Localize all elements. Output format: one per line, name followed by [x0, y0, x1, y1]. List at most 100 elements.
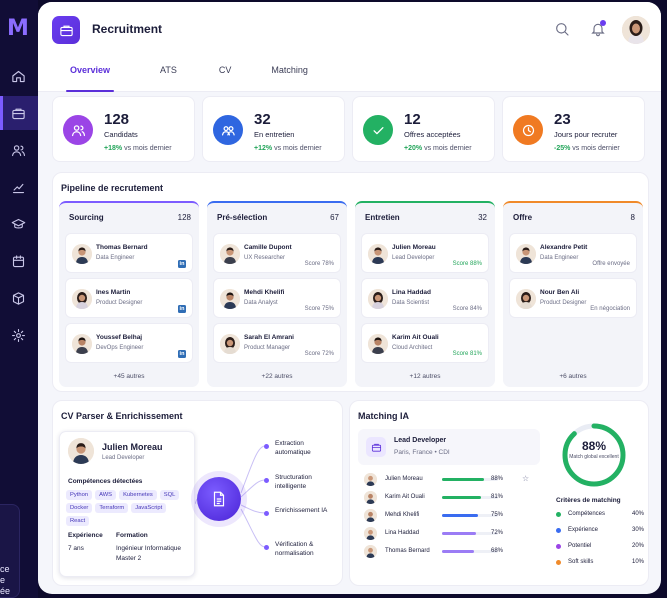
- linkedin-icon[interactable]: in: [178, 350, 186, 358]
- candidate-card[interactable]: Lina Haddad Data Scientist Score 84%: [361, 278, 489, 318]
- criteria-dot: [556, 528, 561, 533]
- candidate-status: Offre envoyée: [592, 261, 630, 267]
- tab-cv[interactable]: CV: [218, 65, 232, 75]
- candidate-card[interactable]: Thomas Bernard Data Engineer in: [65, 233, 193, 273]
- column-more-link[interactable]: +45 autres: [113, 373, 145, 380]
- candidate-score: Score 72%: [304, 351, 334, 357]
- tab-ats[interactable]: ATS: [160, 65, 177, 75]
- candidate-card[interactable]: Julien Moreau Lead Developer Score 88%: [361, 233, 489, 273]
- feature-dot: [264, 478, 269, 483]
- connector-lines: [194, 445, 266, 548]
- match-row[interactable]: Lina Haddad 72%: [358, 527, 538, 541]
- cv-parser-panel: CV Parser & Enrichissement Julien Moreau…: [52, 400, 343, 586]
- cv-parser-title: CV Parser & Enrichissement: [61, 411, 183, 421]
- home-icon[interactable]: [9, 67, 27, 85]
- tab-overview[interactable]: Overview: [65, 60, 115, 92]
- column-more-link[interactable]: +6 autres: [559, 373, 587, 380]
- candidate-score: Score 81%: [452, 351, 482, 357]
- kpi-card-candidats[interactable]: 128 Candidats +18% vs mois dernier: [52, 96, 195, 162]
- pipeline-title: Pipeline de recrutement: [61, 183, 164, 193]
- calendar-icon[interactable]: [9, 252, 27, 270]
- match-bar-fill: [442, 532, 477, 535]
- kpi-card-offres[interactable]: 12 Offres acceptées +20% vs mois dernier: [352, 96, 495, 162]
- match-bar-track: [442, 514, 498, 517]
- chart-icon[interactable]: [9, 178, 27, 196]
- pipeline-column-sourcing: Sourcing 128 Thomas Bernard Data Enginee…: [59, 201, 199, 387]
- avatar: [364, 473, 377, 486]
- candidate-name: Mehdi Khelifi: [244, 289, 285, 296]
- match-bar-fill: [442, 514, 478, 517]
- avatar: [364, 527, 377, 540]
- match-row[interactable]: Julien Moreau 88% ☆: [358, 473, 538, 487]
- candidate-card[interactable]: Sarah El Amrani Product Manager Score 72…: [213, 323, 341, 363]
- avatar: [516, 289, 536, 309]
- kpi-value: 32: [254, 111, 271, 128]
- kpi-delta: +20% vs mois dernier: [404, 145, 472, 152]
- kpi-delta: +12% vs mois dernier: [254, 145, 322, 152]
- document-icon[interactable]: [197, 477, 241, 521]
- page-title: Recruitment: [92, 22, 163, 36]
- candidate-name: Ines Martin: [96, 289, 131, 296]
- kpi-card-jours[interactable]: 23 Jours pour recruter -25% vs mois dern…: [502, 96, 645, 162]
- candidate-card[interactable]: Ines Martin Product Designer in: [65, 278, 193, 318]
- candidate-name: Youssef Belhaj: [96, 334, 143, 341]
- users-icon[interactable]: [9, 141, 27, 159]
- match-percent: 88%: [491, 476, 504, 482]
- criteria-value: 30%: [631, 527, 644, 533]
- candidate-card[interactable]: Karim Ait Ouali Cloud Architect Score 81…: [361, 323, 489, 363]
- tab-bar: Overview ATS CV Matching: [52, 60, 308, 92]
- match-row[interactable]: Mehdi Khelifi 75%: [358, 509, 538, 523]
- candidate-card[interactable]: Camille Dupont UX Researcher Score 78%: [213, 233, 341, 273]
- linkedin-icon[interactable]: in: [178, 305, 186, 313]
- pipeline-column-offre: Offre 8 Alexandre Petit Data Engineer Of…: [503, 201, 643, 387]
- skill-chip: React: [66, 516, 90, 526]
- avatar: [364, 509, 377, 522]
- job-title: Lead Developer: [394, 437, 447, 444]
- feature-dot: [264, 545, 269, 550]
- feature-structuration: Structuration intelligente: [275, 474, 312, 490]
- feature-extraction: Extraction automatique: [275, 440, 311, 456]
- skills-title: Compétences détectées: [68, 478, 143, 485]
- candidate-score: Score 88%: [452, 261, 482, 267]
- skills-list: Python AWS Kubernetes SQL Docker Terrafo…: [66, 490, 192, 526]
- linkedin-icon[interactable]: in: [178, 260, 186, 268]
- user-group-icon: [213, 115, 243, 145]
- candidate-card[interactable]: Youssef Belhaj DevOps Engineer in: [65, 323, 193, 363]
- match-row[interactable]: Karim Ait Ouali 81%: [358, 491, 538, 505]
- briefcase-icon[interactable]: [9, 104, 27, 122]
- criteria-item: Expérience 30%: [556, 526, 644, 536]
- gauge-label: Match global excellent: [569, 454, 619, 460]
- candidate-name: Camille Dupont: [244, 244, 292, 251]
- candidate-name: Lina Haddad: [392, 289, 432, 296]
- kpi-label: Jours pour recruter: [554, 130, 618, 139]
- column-more-link[interactable]: +12 autres: [409, 373, 441, 380]
- column-more-link[interactable]: +22 autres: [261, 373, 293, 380]
- gear-icon[interactable]: [9, 326, 27, 344]
- education-value: Ingénieur Informatique: [116, 545, 182, 552]
- criteria-label: Potentiel: [568, 543, 592, 549]
- criteria-item: Soft skills 10%: [556, 558, 644, 568]
- kpi-delta: -25% vs mois dernier: [554, 145, 620, 152]
- graduation-cap-icon[interactable]: [9, 215, 27, 233]
- cv-candidate-card[interactable]: Julien Moreau Lead Developer Compétences…: [59, 431, 195, 577]
- tab-matching[interactable]: Matching: [271, 65, 308, 75]
- search-icon[interactable]: [554, 21, 570, 37]
- avatar: [72, 289, 92, 309]
- star-icon[interactable]: ☆: [522, 474, 530, 483]
- criteria-label: Soft skills: [568, 559, 594, 565]
- candidate-card[interactable]: Alexandre Petit Data Engineer Offre envo…: [509, 233, 637, 273]
- experience-label: Expérience: [68, 532, 103, 539]
- match-name: Julien Moreau: [385, 476, 423, 482]
- match-row[interactable]: Thomas Bernard 68%: [358, 545, 538, 559]
- kpi-card-entretien[interactable]: 32 En entretien +12% vs mois dernier: [202, 96, 345, 162]
- candidate-name: Sarah El Amrani: [244, 334, 294, 341]
- candidate-name: Julien Moreau: [392, 244, 436, 251]
- job-card[interactable]: Lead Developer Paris, France • CDI: [358, 429, 540, 465]
- candidate-card[interactable]: Nour Ben Ali Product Designer En négocia…: [509, 278, 637, 318]
- box-icon[interactable]: [9, 289, 27, 307]
- candidate-card[interactable]: Mehdi Khelifi Data Analyst Score 75%: [213, 278, 341, 318]
- matching-title: Matching IA: [358, 411, 409, 421]
- avatar[interactable]: [622, 16, 650, 44]
- notification-dot: [600, 20, 606, 26]
- candidate-score: Score 78%: [304, 261, 334, 267]
